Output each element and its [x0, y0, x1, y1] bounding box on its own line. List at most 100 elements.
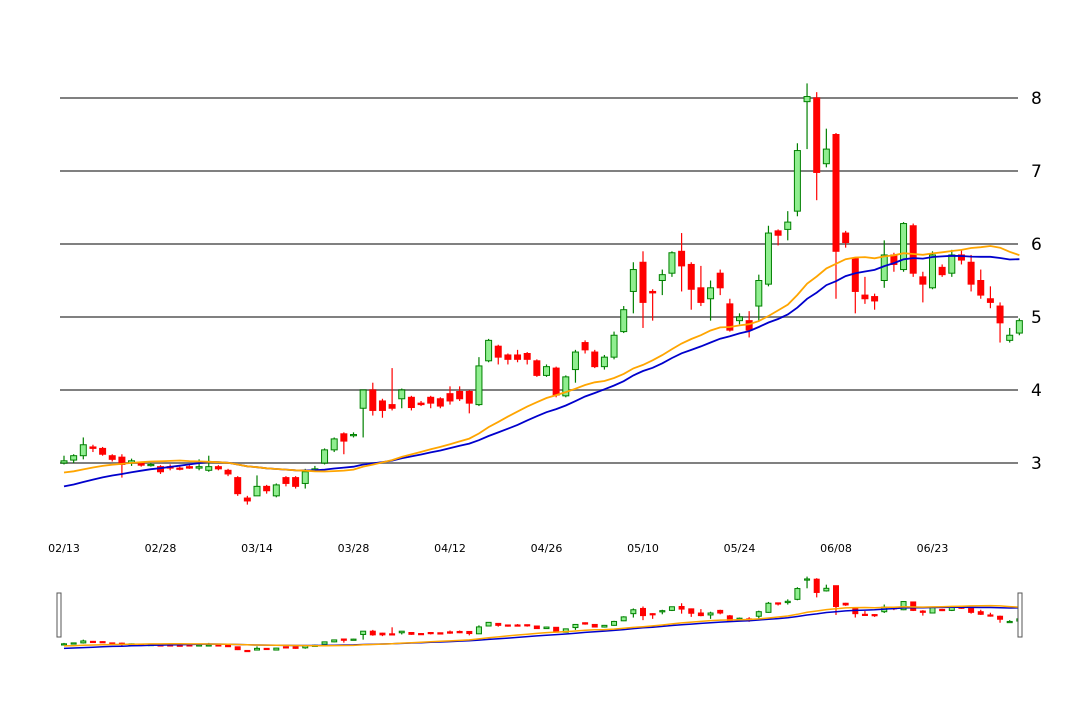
- candle-down-body: [243, 497, 251, 502]
- candle-up-body: [620, 309, 628, 333]
- candle-down-body: [369, 389, 377, 411]
- candle-down-body: [340, 433, 348, 442]
- candle-down-body: [716, 272, 724, 289]
- nav-candle-up-body: [331, 639, 338, 643]
- nav-candle-down-body: [968, 607, 975, 613]
- candle-down-body: [649, 290, 657, 294]
- nav-candle-down-body: [340, 638, 347, 641]
- nav-candle-down-body: [225, 645, 232, 648]
- candle-up-body: [205, 466, 213, 471]
- candle-down-body: [996, 305, 1004, 324]
- candle-up-body: [668, 252, 676, 274]
- nav-candle-down-body: [379, 632, 386, 636]
- nav-candle-down-body: [813, 578, 820, 593]
- nav-candle-up-body: [784, 600, 791, 604]
- nav-candle-down-body: [292, 646, 299, 649]
- nav-candle-up-body: [485, 621, 492, 627]
- main-candles: [60, 83, 1023, 505]
- candle-up-body: [793, 150, 801, 212]
- nav-candle-down-body: [466, 630, 473, 635]
- nav-candle-down-body: [591, 623, 598, 628]
- candle-down-body: [523, 353, 531, 360]
- candle-down-body: [378, 400, 386, 411]
- navigator-left-handle[interactable]: [56, 592, 62, 638]
- nav-candle-down-body: [234, 646, 241, 651]
- x-tick-label: 05/24: [724, 542, 756, 555]
- candle-down-body: [89, 446, 97, 449]
- candle-down-body: [504, 354, 512, 360]
- candle-down-body: [224, 469, 232, 475]
- candle-down-body: [176, 467, 184, 470]
- nav-candle-up-body: [755, 611, 762, 617]
- candle-up-body: [948, 254, 956, 274]
- nav-candle-up-body: [823, 587, 830, 592]
- candle-down-body: [99, 447, 107, 455]
- candle-up-body: [543, 366, 550, 376]
- nav-candle-down-body: [697, 612, 704, 617]
- candle-down-body: [726, 303, 734, 331]
- candle-down-body: [861, 294, 869, 300]
- x-tick-label: 03/28: [338, 542, 370, 555]
- candle-down-body: [977, 280, 985, 296]
- nav-candle-down-body: [688, 608, 695, 614]
- candle-down-body: [774, 230, 782, 236]
- candle-down-body: [957, 254, 965, 261]
- range-navigator[interactable]: [56, 576, 1023, 653]
- candle-up-body: [485, 339, 493, 362]
- candle-down-body: [407, 396, 415, 409]
- x-tick-label: 06/23: [917, 542, 949, 555]
- nav-candle-down-body: [842, 602, 849, 606]
- candle-up-body: [359, 389, 367, 409]
- y-tick-label-4: 4: [1031, 381, 1042, 401]
- nav-candle-down-body: [418, 633, 425, 636]
- moving-average-lines: [63, 245, 1020, 488]
- candle-up-body: [79, 444, 87, 457]
- nav-candle-up-body: [794, 588, 801, 600]
- candle-down-body: [938, 266, 946, 276]
- y-tick-label-5: 5: [1031, 308, 1042, 328]
- y-tick-label-7: 7: [1031, 162, 1042, 182]
- candle-up-body: [1006, 334, 1014, 341]
- nav-candle-up-body: [601, 624, 608, 628]
- x-tick-label: 02/13: [48, 542, 80, 555]
- candle-up-body: [929, 254, 936, 289]
- candle-up-body: [764, 232, 772, 285]
- candle-up-body: [707, 287, 715, 300]
- candle-down-body: [494, 345, 502, 358]
- x-tick-label: 06/08: [820, 542, 852, 555]
- nav-candle-up-body: [611, 620, 618, 626]
- candle-down-body: [417, 402, 425, 406]
- nav-candle-down-body: [533, 625, 540, 630]
- x-tick-label: 04/12: [434, 542, 466, 555]
- candle-down-body: [909, 225, 917, 274]
- candle-down-body: [967, 261, 975, 285]
- nav-moving-average-short-line: [63, 604, 1020, 647]
- navigator-moving-averages: [63, 604, 1020, 650]
- candle-down-body: [282, 477, 290, 484]
- candle-up-body: [658, 274, 666, 282]
- navigator-right-handle[interactable]: [1017, 592, 1023, 638]
- candle-down-body: [137, 462, 145, 466]
- nav-candle-down-body: [910, 601, 917, 611]
- candle-up-body: [321, 449, 329, 464]
- nav-candle-down-body: [640, 607, 646, 617]
- candle-down-body: [388, 404, 396, 409]
- nav-moving-average-long-line: [63, 606, 1020, 650]
- candle-down-body: [813, 97, 821, 173]
- nav-candle-down-body: [244, 649, 251, 653]
- candle-up-body: [60, 460, 68, 464]
- nav-candle-down-body: [649, 613, 656, 616]
- candle-down-body: [427, 396, 435, 404]
- nav-candle-down-body: [871, 614, 878, 617]
- candle-up-body: [350, 434, 357, 437]
- moving-average-long-line: [63, 254, 1020, 488]
- nav-candle-up-body: [321, 641, 328, 645]
- nav-candle-down-body: [495, 622, 502, 626]
- candle-up-body: [822, 148, 830, 165]
- candle-down-body: [639, 261, 647, 303]
- nav-candle-up-body: [900, 601, 907, 611]
- candle-down-body: [533, 360, 541, 376]
- nav-candle-down-body: [389, 633, 396, 636]
- candle-down-body: [745, 320, 753, 331]
